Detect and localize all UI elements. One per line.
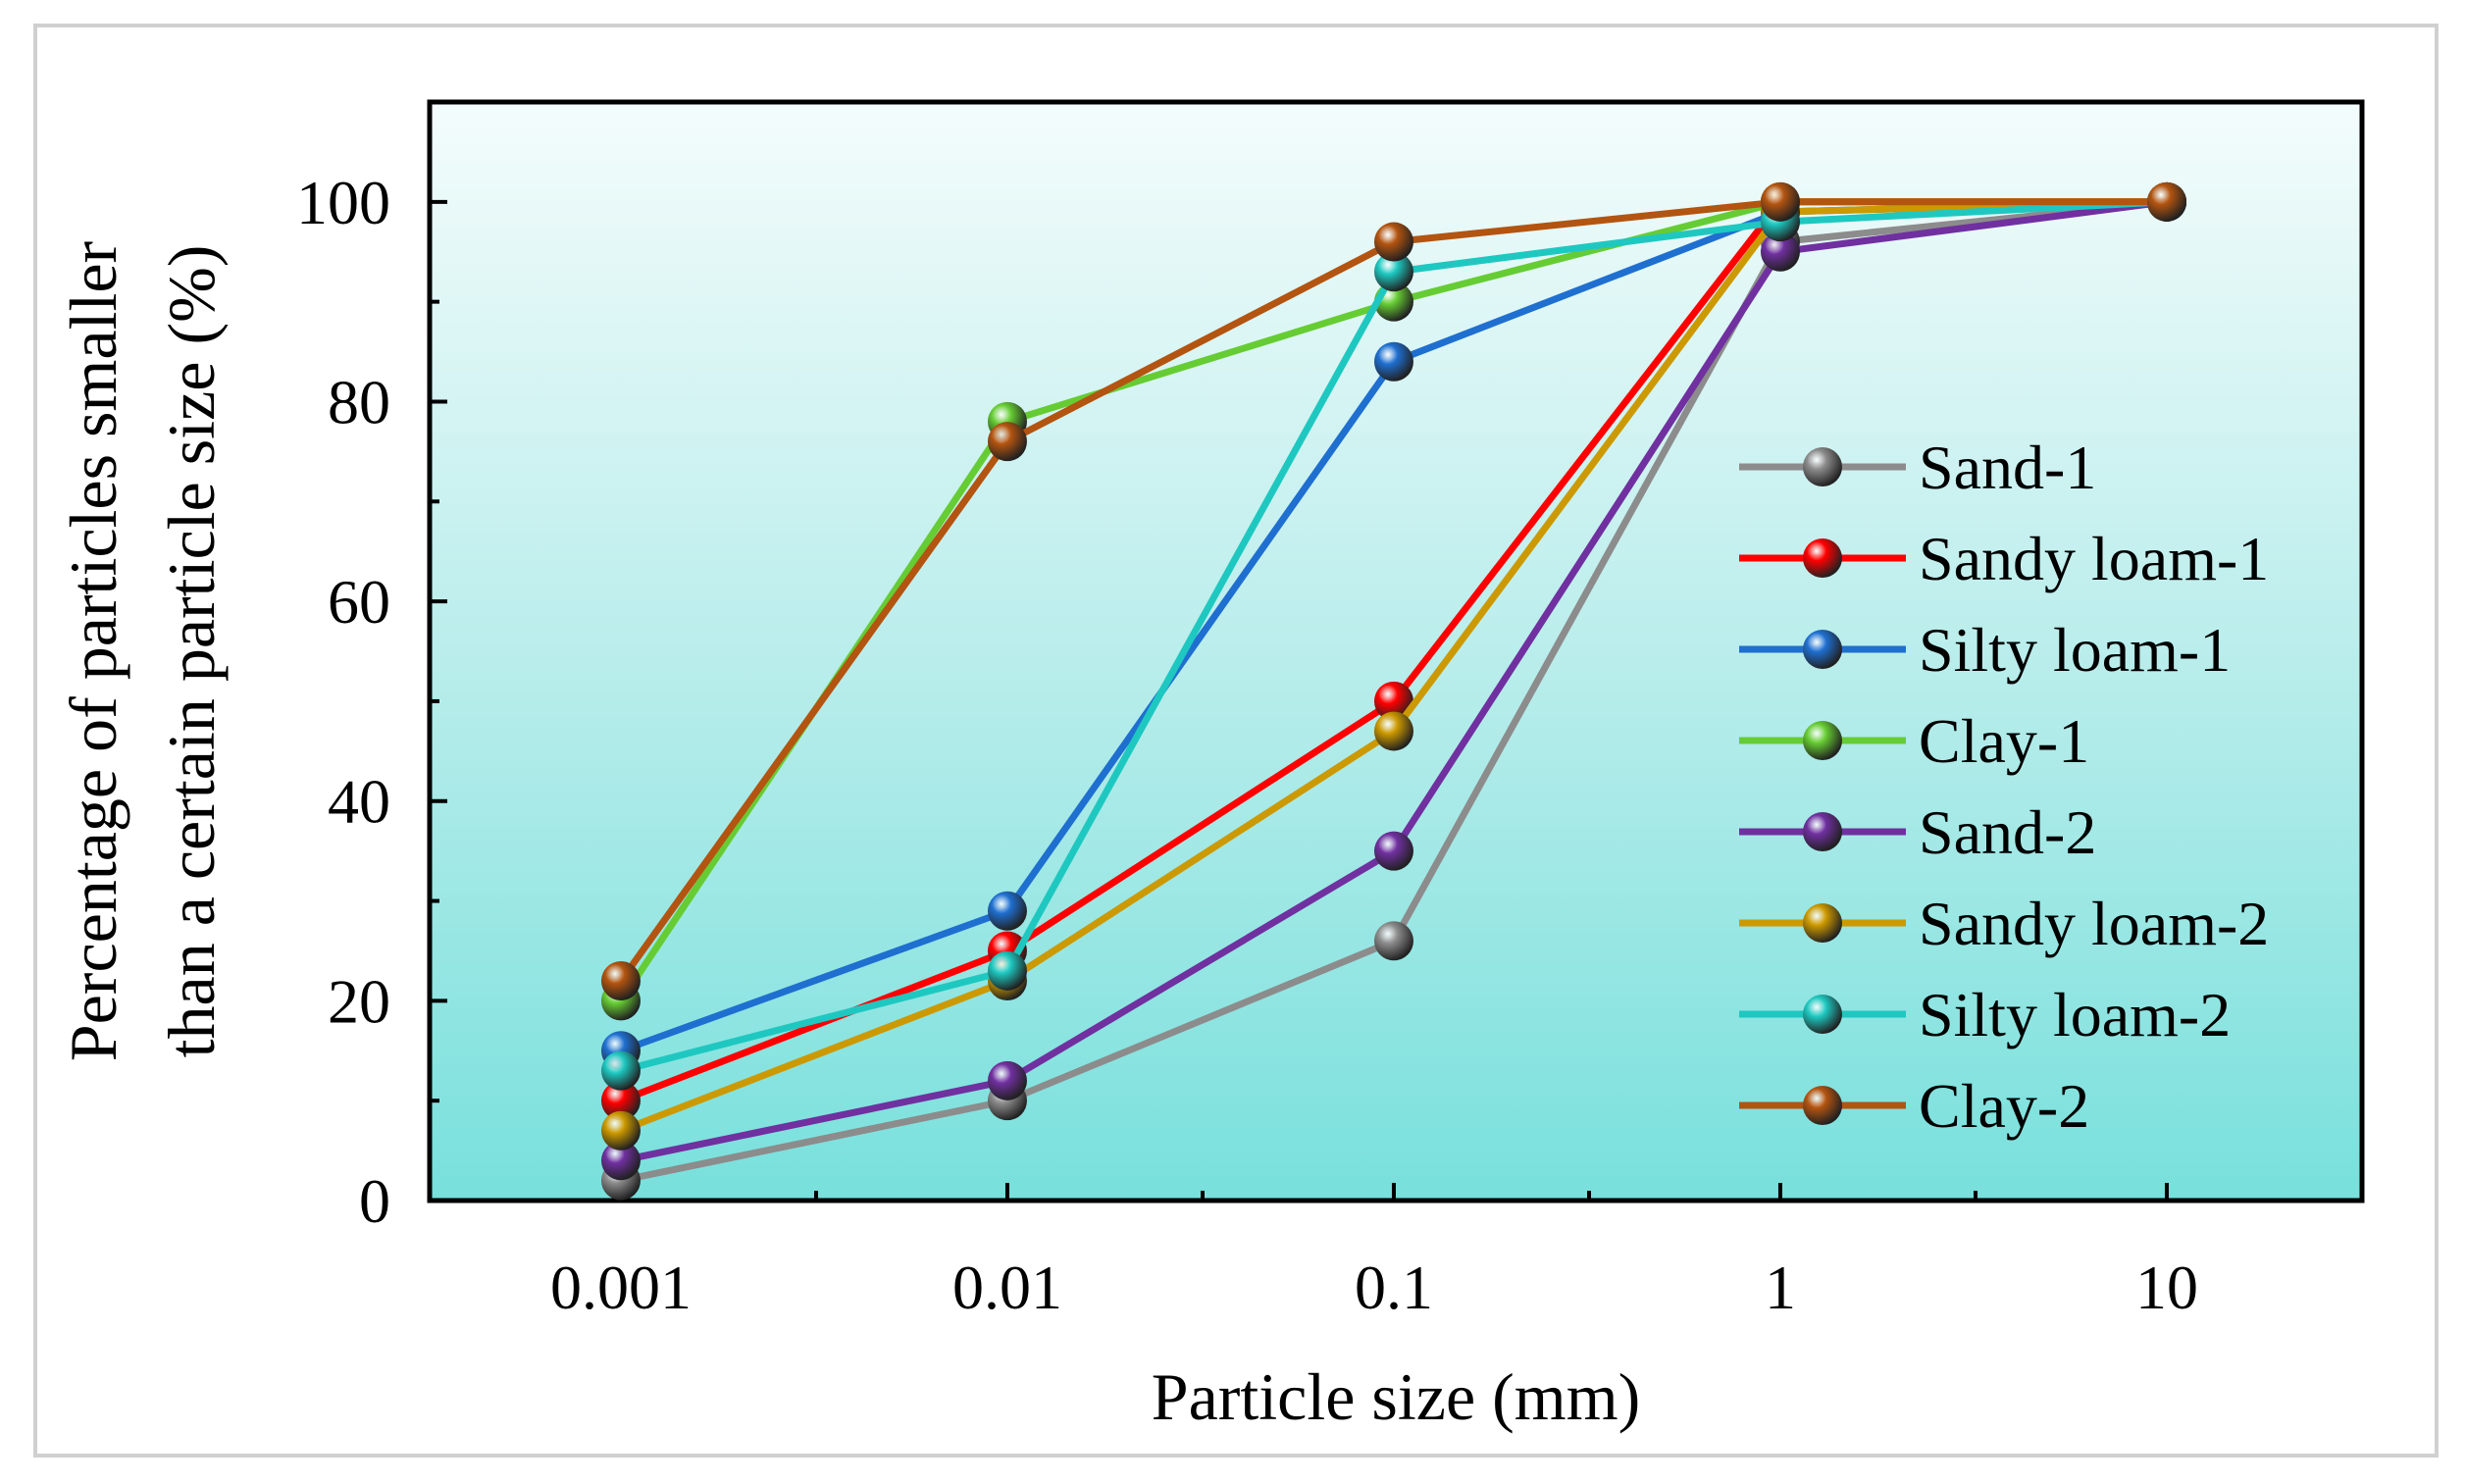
data-point [1373,681,1413,721]
x-axis-title: Particle size (mm) [1152,1359,1640,1434]
legend-label: Sandy loam-1 [1919,524,2269,593]
legend-item: Clay-1 [1739,706,2089,776]
data-point [987,422,1027,462]
data-point [600,961,641,1000]
legend-item: Sand-1 [1739,433,2096,502]
series-clay-2 [600,181,2186,1000]
y-tick-label: 100 [296,168,390,237]
legend-item: Sandy loam-2 [1739,889,2269,958]
y-tick-label: 20 [328,966,390,1036]
legend-marker [1803,630,1842,669]
data-point [1373,252,1413,292]
legend-marker [1803,1086,1842,1125]
legend-marker [1803,903,1842,943]
data-point [1760,231,1800,272]
legend-label: Sand-2 [1919,797,2096,867]
legend-item: Clay-2 [1739,1071,2089,1141]
legend-marker [1803,538,1842,578]
legend-marker [1803,447,1842,486]
data-point [600,1081,641,1121]
legend-label: Silty loam-1 [1919,615,2231,685]
data-point [1373,921,1413,961]
legend-item: Silty loam-1 [1739,615,2231,685]
data-point [987,891,1027,931]
legend-item: Sandy loam-1 [1739,524,2269,593]
x-tick-label: 0.01 [952,1253,1062,1322]
legend-label: Silty loam-2 [1919,980,2231,1049]
y-tick-label: 40 [328,767,390,837]
y-tick-label: 80 [328,367,390,436]
data-point [600,1110,641,1151]
y-axis-title-line-1: Percentage of particles smaller [56,240,130,1061]
legend-marker [1803,721,1842,760]
x-tick-label: 1 [1765,1253,1796,1322]
data-point [2146,181,2186,222]
data-point [600,1050,641,1091]
legend-label: Clay-2 [1919,1071,2089,1141]
legend-label: Sand-1 [1919,433,2096,502]
data-point [1373,222,1413,262]
data-point [600,1141,641,1181]
x-tick-label: 0.001 [550,1253,692,1322]
data-point [1373,831,1413,871]
y-axis-title-line-2: than a certain particle size (%) [154,245,229,1058]
data-point [987,1060,1027,1100]
x-tick-label: 10 [2135,1253,2198,1322]
legend-item: Sand-2 [1739,797,2096,867]
data-point [1760,181,1800,222]
data-point [1373,341,1413,382]
data-point [987,950,1027,991]
data-point [1373,711,1413,751]
legend-item: Silty loam-2 [1739,980,2231,1049]
legend-marker [1803,995,1842,1034]
legend-marker [1803,812,1842,851]
x-tick-label: 0.1 [1355,1253,1433,1322]
y-tick-label: 0 [359,1166,390,1236]
legend-label: Clay-1 [1919,706,2089,776]
legend-label: Sandy loam-2 [1919,889,2269,958]
y-tick-label: 60 [328,567,390,637]
